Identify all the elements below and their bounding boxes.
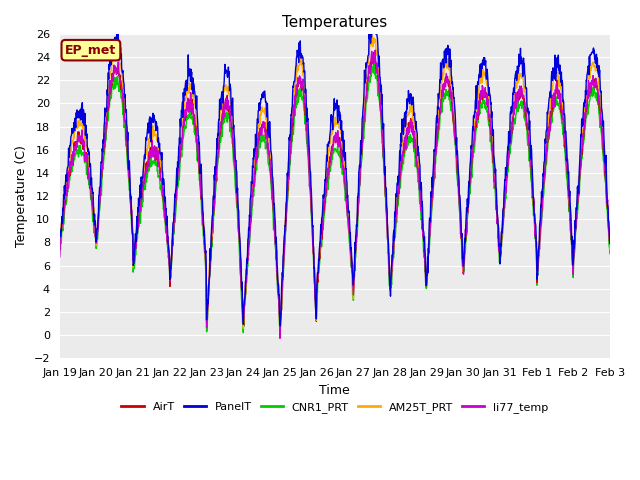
CNR1_PRT <box>421 269 429 275</box>
Y-axis label: Temperature (C): Temperature (C) <box>15 145 28 247</box>
CNR1_PRT <box>541 173 549 179</box>
PanelT <box>606 241 614 247</box>
CNR1_PRT <box>606 251 614 257</box>
AirT <box>240 313 248 319</box>
PanelT <box>493 201 500 206</box>
CNR1_PRT <box>240 320 248 325</box>
AM25T_PRT <box>240 312 248 318</box>
X-axis label: Time: Time <box>319 384 350 396</box>
AM25T_PRT <box>493 198 500 204</box>
CNR1_PRT <box>56 241 63 247</box>
li77_temp <box>541 163 549 169</box>
Line: AM25T_PRT: AM25T_PRT <box>60 36 610 330</box>
AM25T_PRT <box>276 327 284 333</box>
li77_temp <box>240 311 248 316</box>
li77_temp <box>56 254 63 260</box>
PanelT <box>240 304 248 310</box>
AirT <box>56 234 63 240</box>
AirT <box>493 210 500 216</box>
Line: AirT: AirT <box>60 52 610 325</box>
AirT <box>179 139 186 144</box>
Line: PanelT: PanelT <box>60 17 610 326</box>
AM25T_PRT <box>179 114 186 120</box>
AirT <box>606 243 614 249</box>
Title: Temperatures: Temperatures <box>282 15 387 30</box>
AirT <box>240 322 248 328</box>
AirT <box>165 247 173 253</box>
CNR1_PRT <box>370 61 378 67</box>
PanelT <box>421 248 429 253</box>
CNR1_PRT <box>179 144 186 150</box>
AM25T_PRT <box>421 257 429 263</box>
AM25T_PRT <box>165 246 173 252</box>
CNR1_PRT <box>276 334 284 340</box>
li77_temp <box>421 259 429 265</box>
PanelT <box>276 323 284 329</box>
CNR1_PRT <box>493 212 500 218</box>
AM25T_PRT <box>368 34 376 39</box>
Line: li77_temp: li77_temp <box>60 50 610 338</box>
li77_temp <box>276 336 284 341</box>
li77_temp <box>179 138 186 144</box>
Text: EP_met: EP_met <box>65 44 116 57</box>
li77_temp <box>371 48 379 53</box>
li77_temp <box>493 203 500 209</box>
AirT <box>421 258 429 264</box>
AirT <box>541 163 549 169</box>
PanelT <box>371 14 379 20</box>
PanelT <box>56 227 63 232</box>
CNR1_PRT <box>165 251 173 257</box>
AM25T_PRT <box>606 247 614 252</box>
li77_temp <box>606 240 614 246</box>
PanelT <box>179 104 186 110</box>
PanelT <box>165 246 173 252</box>
AirT <box>370 49 378 55</box>
Line: CNR1_PRT: CNR1_PRT <box>60 64 610 337</box>
li77_temp <box>165 249 173 254</box>
AM25T_PRT <box>56 244 63 250</box>
PanelT <box>541 137 549 143</box>
Legend: AirT, PanelT, CNR1_PRT, AM25T_PRT, li77_temp: AirT, PanelT, CNR1_PRT, AM25T_PRT, li77_… <box>117 398 553 418</box>
AM25T_PRT <box>541 156 549 162</box>
